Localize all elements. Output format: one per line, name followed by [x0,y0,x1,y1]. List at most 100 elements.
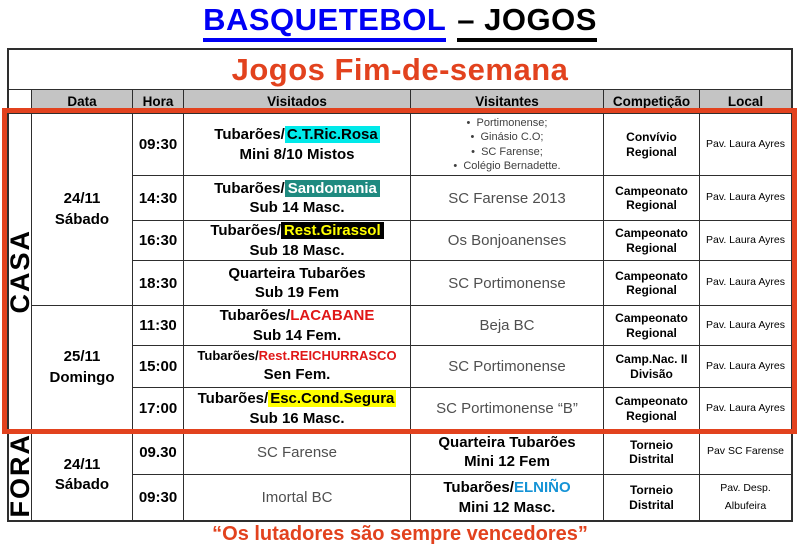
competicao-cell: Campeonato Regional [604,221,699,260]
competicao-cell: Camp.Nac. II Divisão [604,346,699,387]
casa-group-cell: CASA [9,114,31,429]
date-number: 24/11 [63,455,101,473]
local-cell: Pav. Laura Ayres [700,261,791,305]
visitantes-cell: Quarteira Tubarões Mini 12 Fem [411,430,603,474]
age-category: Mini 12 Masc. [458,498,556,516]
local-cell: Pav. Laura Ayres [700,176,791,220]
local-cell: Pav. Desp. Albufeira [700,475,791,520]
home-team-highlight: Rest.Girassol [280,222,384,239]
header-corner-cell [9,90,31,113]
local-cell: Pav. Laura Ayres [700,221,791,260]
competicao-cell: Convívio Regional [604,114,699,175]
hora-cell: 15:00 [133,346,183,387]
competicao-cell: Torneio Distrital [604,430,699,474]
visitados-cell: Tubarões/LACABANE Sub 14 Fem. [184,306,410,345]
bullet-item: Colégio Bernadette. [453,159,560,173]
header-visitantes: Visitantes [411,90,603,113]
competicao-cell: Campeonato Regional [604,261,699,305]
hora-cell: 09:30 [133,114,183,175]
casa-label: CASA [9,229,31,314]
date-weekday: Sábado [54,210,110,228]
header-visitados: Visitados [184,90,410,113]
competicao-cell: Campeonato Regional [604,388,699,429]
visitantes-cell: Os Bonjoanenses [411,221,603,260]
age-category: Sub 14 Masc. [249,199,345,216]
header-hora: Hora [133,90,183,113]
local-cell: Pav. Laura Ayres [700,346,791,387]
home-team-prefix: Tubarões/ [219,307,291,324]
visitantes-cell: Tubarões/ELNIÑO Mini 12 Masc. [411,475,603,520]
date-number: 25/11 [63,348,101,366]
home-team-prefix: Tubarões/ [214,179,285,197]
fora-group-cell: FORA [9,430,31,520]
hora-cell: 09.30 [133,430,183,474]
header-local: Local [700,90,791,113]
visitantes-cell: SC Portimonense “B” [411,388,603,429]
visitados-cell: Imortal BC [184,475,410,520]
visitantes-cell: SC Portimonense [411,261,603,305]
age-category: Sub 16 Masc. [249,409,345,427]
local-cell: Pav. Laura Ayres [700,388,791,429]
visitantes-cell: SC Farense 2013 [411,176,603,220]
age-category: Sub 18 Masc. [249,241,345,259]
date-weekday: Sábado [54,476,110,493]
competicao-cell: Campeonato Regional [604,176,699,220]
competicao-cell: Torneio Distrital [604,475,699,520]
title-basquetebol: BASQUETEBOL [203,2,447,42]
hora-cell: 09:30 [133,475,183,520]
date-cell-24-11-casa: 24/11 Sábado [32,114,132,305]
home-team-prefix: Tubarões/ [210,222,281,239]
hora-cell: 18:30 [133,261,183,305]
hora-cell: 11:30 [133,306,183,345]
home-team-highlight: Sandomania [284,179,380,197]
local-cell: Pav SC Farense [700,430,791,474]
date-cell-25-11-casa: 25/11 Domingo [32,306,132,429]
home-team-highlight: C.T.Ric.Rosa [284,126,380,143]
home-team: Quarteira Tubarões [228,264,366,282]
hora-cell: 14:30 [133,176,183,220]
bullet-item: SC Farense; [453,145,560,159]
age-category: Sen Fem. [263,366,331,384]
visitantes-bullet-list: Portimonense; Ginásio C.O; SC Farense; C… [453,116,560,173]
home-team-highlight: Rest.REICHURRASCO [258,348,397,364]
visitados-cell: Quarteira Tubarões Sub 19 Fem [184,261,410,305]
visitantes-cell: Beja BC [411,306,603,345]
home-team-highlight: LACABANE [290,307,375,324]
date-cell-24-11-fora: 24/11 Sábado [32,430,132,520]
visitados-cell: Tubarões/Sandomania Sub 14 Masc. [184,176,410,220]
header-data: Data [32,90,132,113]
date-weekday: Domingo [49,368,115,386]
title-jogos: – JOGOS [457,2,597,42]
local-cell: Pav. Laura Ayres [700,306,791,345]
competicao-cell: Campeonato Regional [604,306,699,345]
date-number: 24/11 [63,190,101,208]
age-category: Mini 12 Fem [464,453,550,470]
local-cell: Pav. Laura Ayres [700,114,791,175]
age-category: Sub 19 Fem [254,284,340,301]
visitados-cell: Tubarões/Rest.REICHURRASCO Sen Fem. [184,346,410,387]
motto-text: “Os lutadores são sempre vencedores” [212,523,588,545]
visitados-cell: Tubarões/C.T.Ric.Rosa Mini 8/10 Mistos [184,114,410,175]
visitados-cell: SC Farense [184,430,410,474]
fora-label: FORA [9,432,31,518]
away-opponent: Quarteira Tubarões [438,433,576,451]
bullet-item: Portimonense; [453,116,560,130]
header-competicao: Competição [604,90,699,113]
home-team-highlight: Esc.Cond.Segura [268,390,397,407]
age-category: Mini 8/10 Mistos [239,145,355,163]
visitados-cell: Tubarões/Esc.Cond.Segura Sub 16 Masc. [184,388,410,429]
visitantes-cell: Portimonense; Ginásio C.O; SC Farense; C… [411,114,603,175]
home-team-prefix: Tubarões/ [214,126,285,143]
visitados-cell: Tubarões/Rest.Girassol Sub 18 Masc. [184,221,410,260]
age-category: Sub 14 Fem. [252,326,342,344]
weekend-banner: Jogos Fim-de-semana [9,50,791,89]
hora-cell: 16:30 [133,221,183,260]
page-title: BASQUETEBOL – JOGOS [0,2,800,42]
away-team-prefix: Tubarões/ [443,479,514,496]
visitantes-cell: SC Portimonense [411,346,603,387]
bullet-item: Ginásio C.O; [453,130,560,144]
hora-cell: 17:00 [133,388,183,429]
home-team-prefix: Tubarões/ [197,348,259,364]
schedule-table: Jogos Fim-de-semana Data Hora Visitados … [7,48,793,522]
